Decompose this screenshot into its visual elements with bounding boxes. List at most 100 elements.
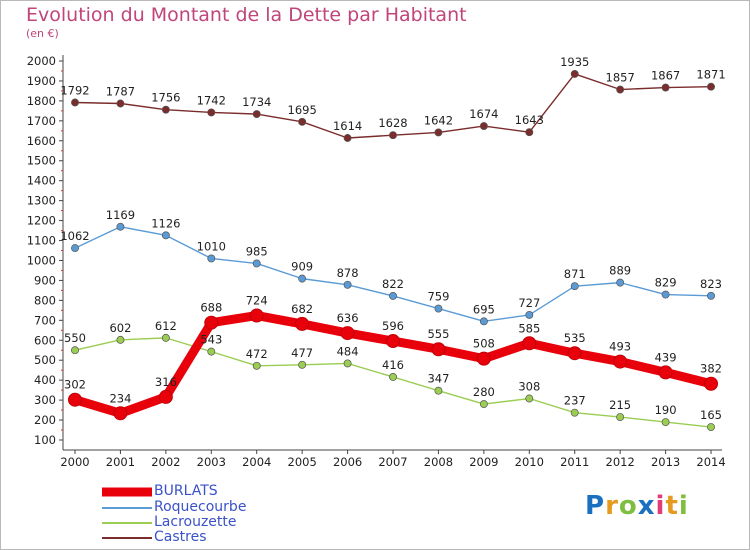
data-point-castres [389, 131, 397, 140]
data-point-castres [71, 98, 79, 107]
data-label-castres: 1935 [560, 55, 589, 69]
data-point-burlats [158, 389, 173, 404]
data-label-roquecourbe: 829 [655, 276, 677, 290]
data-label-castres: 1792 [60, 83, 89, 97]
data-label-castres: 1643 [515, 113, 544, 127]
data-point-castres [616, 85, 625, 94]
logo-letter: P [585, 491, 606, 521]
data-point-roquecourbe [434, 304, 443, 313]
data-point-lacrouzette [434, 386, 443, 395]
y-tick-label: 300 [34, 393, 56, 407]
data-label-castres: 1871 [696, 68, 725, 82]
data-point-lacrouzette [252, 361, 261, 370]
data-label-burlats: 682 [291, 302, 313, 316]
data-label-castres: 1674 [469, 107, 498, 121]
y-tick-label: 1200 [27, 214, 56, 228]
y-tick-label: 1900 [27, 74, 56, 88]
data-point-lacrouzette [298, 360, 307, 369]
y-tick-label: 600 [34, 333, 56, 347]
x-tick-label: 2001 [106, 455, 135, 469]
x-tick-label: 2007 [378, 455, 407, 469]
data-label-lacrouzette: 543 [200, 333, 222, 347]
x-tick-label: 2009 [469, 455, 498, 469]
data-label-roquecourbe: 889 [609, 264, 631, 278]
x-tick-label: 2014 [696, 455, 725, 469]
y-tick-label: 700 [34, 313, 56, 327]
data-point-castres [434, 128, 443, 137]
data-label-lacrouzette: 472 [246, 347, 268, 361]
data-point-roquecourbe [116, 222, 125, 231]
data-point-roquecourbe [616, 278, 625, 287]
y-tick-label: 1400 [27, 174, 56, 188]
data-label-roquecourbe: 1169 [106, 208, 135, 222]
y-tick-label: 800 [34, 293, 56, 307]
data-label-burlats: 585 [518, 321, 540, 335]
data-point-lacrouzette [161, 333, 170, 342]
x-tick-label: 2012 [606, 455, 635, 469]
data-point-castres [525, 128, 534, 137]
data-label-castres: 1787 [106, 84, 135, 98]
data-point-roquecourbe [389, 292, 397, 300]
data-point-lacrouzette [389, 373, 397, 381]
y-tick-label: 1500 [27, 154, 56, 168]
data-point-burlats [476, 351, 491, 366]
data-labels: 1792 1787 1756 1742 1734 1695 1614 1628 1642 1674… [60, 55, 725, 422]
data-label-roquecourbe: 1010 [197, 239, 226, 253]
data-point-burlats [295, 316, 310, 331]
data-label-castres: 1867 [651, 69, 680, 83]
data-point-burlats [567, 346, 582, 361]
data-point-castres [207, 108, 216, 117]
y-tick-label: 1600 [27, 134, 56, 148]
data-label-lacrouzette: 416 [382, 358, 404, 372]
data-label-lacrouzette: 477 [291, 346, 313, 360]
data-label-burlats: 724 [246, 294, 268, 308]
data-point-castres [116, 99, 125, 108]
y-tick-label: 1100 [27, 234, 56, 248]
data-label-lacrouzette: 308 [518, 380, 540, 394]
data-label-roquecourbe: 822 [382, 277, 404, 291]
y-tick-label: 500 [34, 353, 56, 367]
data-point-burlats [522, 336, 537, 351]
data-label-roquecourbe: 1126 [151, 216, 180, 230]
data-label-roquecourbe: 985 [246, 244, 268, 258]
data-label-burlats: 493 [609, 340, 631, 354]
data-point-lacrouzette [479, 400, 488, 409]
x-tick-label: 2008 [424, 455, 453, 469]
data-point-burlats [386, 334, 401, 349]
y-tick-label: 400 [34, 373, 56, 387]
series-layer [68, 70, 719, 431]
data-label-castres: 1614 [333, 119, 362, 133]
data-point-roquecourbe [707, 291, 715, 300]
data-label-castres: 1695 [288, 103, 317, 117]
logo-letter: t [665, 491, 679, 521]
data-label-burlats: 596 [382, 319, 404, 333]
data-point-castres [161, 105, 170, 114]
data-point-roquecourbe [479, 317, 488, 326]
data-label-castres: 1628 [378, 116, 407, 130]
data-label-lacrouzette: 190 [655, 403, 677, 417]
data-point-burlats [68, 392, 82, 407]
data-label-burlats: 535 [564, 331, 586, 345]
data-label-castres: 1742 [197, 93, 226, 107]
data-label-lacrouzette: 602 [109, 321, 131, 335]
data-point-castres [479, 122, 488, 130]
data-point-roquecourbe [252, 259, 261, 268]
y-tick-label: 1800 [27, 94, 56, 108]
data-label-roquecourbe: 871 [564, 267, 586, 281]
logo-letter: o [618, 491, 638, 521]
data-point-burlats [658, 365, 673, 380]
data-point-roquecourbe [661, 290, 670, 299]
data-label-burlats: 439 [655, 350, 677, 364]
data-label-roquecourbe: 759 [427, 290, 449, 304]
data-point-lacrouzette [116, 335, 125, 344]
logo-letter: i [678, 491, 689, 521]
legend-label-lacrouzette: Lacrouzette [154, 514, 237, 530]
data-label-roquecourbe: 727 [518, 296, 540, 310]
logo-letter: r [605, 491, 619, 521]
y-tick-label: 900 [34, 273, 56, 287]
data-point-roquecourbe [525, 310, 534, 319]
data-label-burlats: 382 [700, 362, 722, 376]
x-tick-label: 2002 [151, 455, 180, 469]
